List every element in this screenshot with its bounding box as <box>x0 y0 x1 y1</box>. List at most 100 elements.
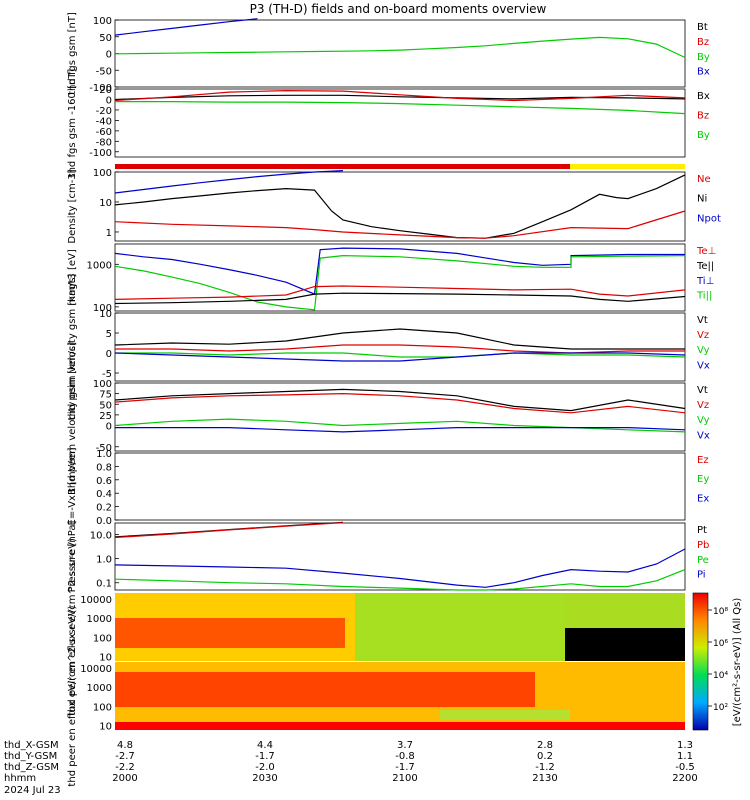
ephem-value: 4.8 <box>117 740 133 751</box>
ephem-row-label: thd_Z-GSM <box>4 762 59 773</box>
legend-entry: By <box>697 130 710 141</box>
legend-entry: Bz <box>697 110 709 121</box>
ytick-label: 1.0 <box>96 449 112 460</box>
ytick-label: 1000 <box>87 614 112 625</box>
legend-entry: Pe <box>697 555 709 566</box>
ytick-label: 0.1 <box>96 579 112 590</box>
series-line-Pb <box>114 522 344 539</box>
ytick-label: 100 <box>93 702 112 713</box>
ephem-value: 1.3 <box>677 740 693 751</box>
series-line-Te|| <box>114 292 686 305</box>
legend-entry: Pt <box>697 525 707 536</box>
series-line-Vx <box>115 427 686 433</box>
series-line-Te⊥ <box>114 285 686 300</box>
ytick-label: -100 <box>89 148 112 159</box>
ytick-label: 10 <box>99 722 112 733</box>
ytick-label: 100 <box>93 379 112 390</box>
ytick-label: 10000 <box>80 595 112 606</box>
series-line-Ti|| <box>114 254 686 311</box>
panel-2: 1 10 100 Density [cm-3] Ne Ni Npot <box>67 168 721 244</box>
ephem-value: -0.8 <box>395 751 415 762</box>
time-axis: thd_X-GSM 4.8 4.4 3.7 2.8 1.3 thd_Y-GSM -2.7 -1.… <box>4 740 698 796</box>
ephem-row-label: thd_Y-GSM <box>4 751 57 762</box>
panel-frame <box>114 19 686 88</box>
ytick-label: 1 <box>106 228 112 239</box>
ytick-label: 0 <box>106 422 112 433</box>
ytick-label: 100 <box>93 633 112 644</box>
colorbar-tick-label: 10⁸ <box>713 607 728 617</box>
spectrogram-electron <box>115 662 685 730</box>
panel-0: -100 -50 0 50 100 thd fgs gsm [nT] Bt Bz By Bx <box>67 12 710 95</box>
ion-spec-mid <box>355 593 565 661</box>
ion-spec-lowcount <box>565 628 685 661</box>
legend-entry: Te⊥ <box>696 246 716 257</box>
ytick-label: 0 <box>106 95 112 106</box>
ytick-label: 100 <box>93 16 112 27</box>
ytick-label: -50 <box>96 66 112 77</box>
ytick-label: 1.0 <box>96 555 112 566</box>
legend-entry: Ey <box>697 474 709 485</box>
legend-entry: Vt <box>697 315 708 326</box>
panel-4: -5 0 5 10 thd peim velocity gsm [km/s] Vt Vz Vy… <box>67 274 710 421</box>
series-line-By <box>114 36 686 59</box>
legend-entry: Pb <box>697 540 709 551</box>
ytick-label: -50 <box>96 443 112 454</box>
ytick-label: -60 <box>96 127 112 138</box>
panel-ylabel: thd fgs gsm [nT] <box>67 12 78 95</box>
ytick-label: 0.6 <box>96 476 112 487</box>
legend-entry: Vz <box>697 400 709 411</box>
ytick-label: 50 <box>99 400 112 411</box>
ephem-value: 2.8 <box>537 740 553 751</box>
ytick-label: 0.2 <box>96 503 112 514</box>
panel-frame <box>114 382 686 452</box>
panel-6: 0.0 0.2 0.4 0.6 0.8 1.0 E=-VxB [mV/m] Ez Ey Ex <box>67 447 709 527</box>
ytick-label: 100 <box>93 303 112 314</box>
legend-entry: Vx <box>697 430 710 441</box>
ytick-label: -100 <box>89 83 112 94</box>
ytick-label: 10000 <box>80 664 112 675</box>
panel-ylabel: Pressure [nPa] <box>67 521 78 593</box>
legend-entry: Npot <box>697 213 721 224</box>
series-line-Ni <box>114 174 686 239</box>
ephem-value: -0.5 <box>675 762 695 773</box>
legend-entry: Vx <box>697 360 710 371</box>
series-line-Vt <box>114 388 686 412</box>
panel-ylabel: thd peem velocity gsm [km/s] <box>67 342 78 492</box>
ion-spec-upper-right <box>565 593 685 628</box>
panel-ylabel: E=-VxB [mV/m] <box>67 447 78 525</box>
panel-7: 0.1 1.0 10.0 Pressure [nPa] Pt Pb Pe Pi <box>67 521 709 593</box>
series-line-By <box>115 101 686 115</box>
ytick-label: 75 <box>99 390 112 401</box>
ephem-value: 1.1 <box>677 751 693 762</box>
ephem-value: 2200 <box>672 773 697 784</box>
legend-entry: Ni <box>697 194 707 205</box>
series-line-Vz <box>114 392 686 414</box>
colorbar-tick-label: 10² <box>713 703 728 713</box>
series-line-Vz <box>115 344 685 354</box>
series-line-Vt <box>114 328 685 350</box>
legend-entry: Vz <box>697 330 709 341</box>
ytick-label: 10 <box>99 653 112 664</box>
spectrogram-ion <box>115 593 685 661</box>
ephem-row-label: hhmm <box>4 773 36 784</box>
panel-frame <box>114 171 686 242</box>
ytick-label: 25 <box>99 411 112 422</box>
panel-ylabel: thd peir en eflux eV/(cm^2-s-sr-eV) <box>67 538 78 716</box>
ytick-label: 0.8 <box>96 462 112 473</box>
ephem-value: 2130 <box>532 773 557 784</box>
ephem-value: -1.7 <box>255 751 275 762</box>
colorbar-tick-label: 10⁶ <box>713 639 728 649</box>
ytick-label: 0 <box>106 50 112 61</box>
ephem-value: -1.2 <box>535 762 555 773</box>
ytick-label: 5 <box>106 329 112 340</box>
ephem-row-label: thd_X-GSM <box>4 740 59 751</box>
legend-entry: Bt <box>697 22 708 33</box>
panel-ylabel: thd peer en eflux eV/(cm^2-s-sr-eV) <box>67 605 78 786</box>
elec-spec-band <box>440 710 570 720</box>
ephem-value: 2000 <box>112 773 137 784</box>
series-line-Bz <box>114 89 686 102</box>
series-line-Pe <box>114 569 686 591</box>
ytick-label: 20 <box>99 85 112 96</box>
